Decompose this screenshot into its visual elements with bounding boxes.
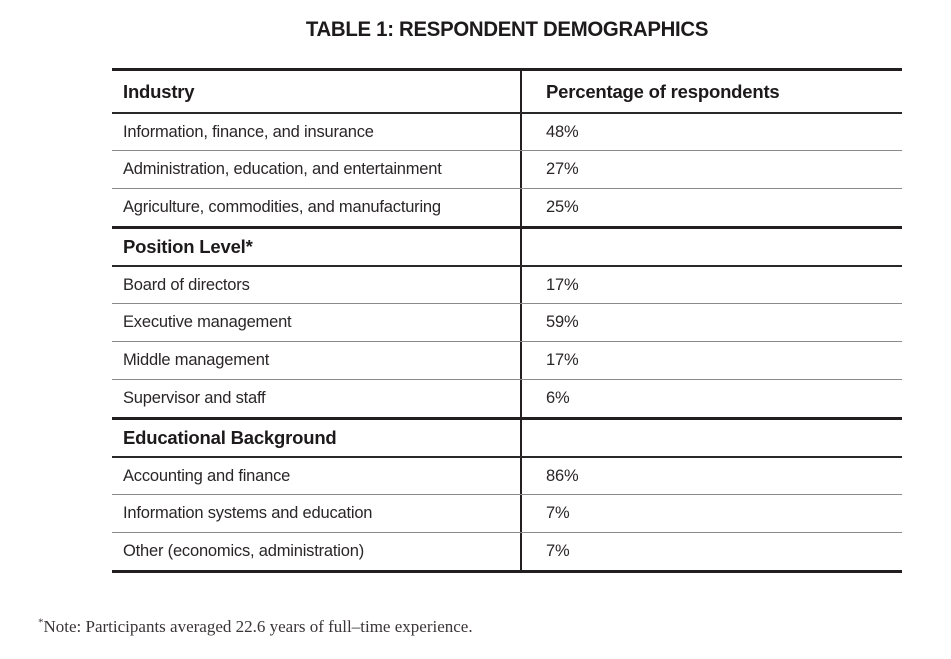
table-row-position-4: Supervisor and staff 6% <box>112 379 902 417</box>
table-row-industry-3: Agriculture, commodities, and manufactur… <box>112 188 902 226</box>
row-label: Middle management <box>123 351 270 369</box>
demographics-table: Industry Percentage of respondents Infor… <box>112 68 902 573</box>
footnote-text: Note: Participants averaged 22.6 years o… <box>43 617 473 636</box>
row-value: 27% <box>546 160 579 178</box>
column-header-percentage: Percentage of respondents <box>546 80 780 102</box>
column-header-industry: Industry <box>123 80 195 102</box>
table-title: TABLE 1: RESPONDENT DEMOGRAPHICS <box>305 18 709 41</box>
section-title: Educational Background <box>123 427 337 448</box>
section-header-empty-cell <box>520 420 902 456</box>
table-row-industry-1: Information, finance, and insurance 48% <box>112 112 902 150</box>
row-label: Supervisor and staff <box>123 389 266 407</box>
row-label: Information systems and education <box>123 504 373 522</box>
row-value: 17% <box>546 351 579 369</box>
row-label: Accounting and finance <box>123 466 291 485</box>
section-title: Position Level* <box>123 236 253 257</box>
row-label: Agriculture, commodities, and manufactur… <box>123 198 441 216</box>
row-label: Information, finance, and insurance <box>123 122 374 141</box>
row-label: Board of directors <box>123 275 250 294</box>
table-row-education-1: Accounting and finance 86% <box>112 456 902 494</box>
row-value: 59% <box>546 313 579 331</box>
table-row-position-1: Board of directors 17% <box>112 265 902 303</box>
row-value: 7% <box>546 542 570 560</box>
table-row-position-3: Middle management 17% <box>112 341 902 379</box>
row-value: 86% <box>546 466 579 485</box>
row-value: 48% <box>546 122 579 141</box>
row-label: Other (economics, administration) <box>123 542 364 560</box>
row-label: Administration, education, and entertain… <box>123 160 442 178</box>
table-footnote: *Note: Participants averaged 22.6 years … <box>38 617 473 637</box>
section-header-position-level: Position Level* <box>112 226 902 265</box>
table-row-education-3: Other (economics, administration) 7% <box>112 532 902 570</box>
table-row-education-2: Information systems and education 7% <box>112 494 902 532</box>
table-row-position-2: Executive management 59% <box>112 303 902 341</box>
row-value: 6% <box>546 389 570 407</box>
table-header-row: Industry Percentage of respondents <box>112 68 902 112</box>
row-value: 17% <box>546 275 579 294</box>
footnote-asterisk: * <box>38 616 44 629</box>
section-header-empty-cell <box>520 229 902 265</box>
table-row-industry-2: Administration, education, and entertain… <box>112 150 902 188</box>
row-value: 25% <box>546 198 579 216</box>
row-label: Executive management <box>123 313 292 331</box>
section-header-educational-background: Educational Background <box>112 417 902 456</box>
row-value: 7% <box>546 504 570 522</box>
